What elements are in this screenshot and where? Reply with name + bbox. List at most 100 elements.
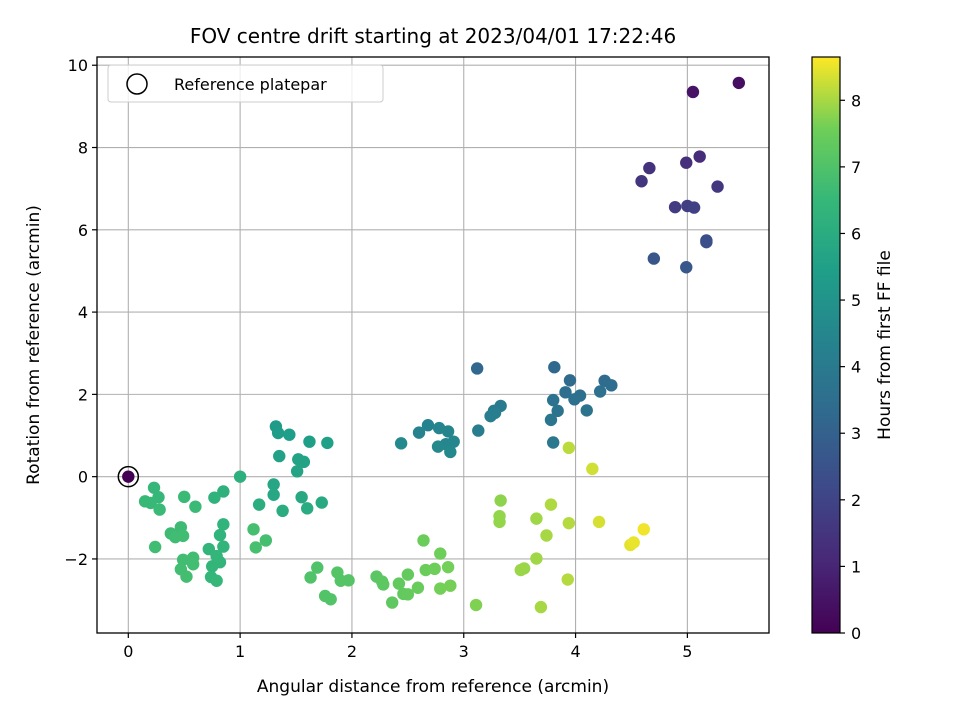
data-point <box>169 530 182 544</box>
data-point <box>563 374 577 387</box>
data-point <box>668 200 682 214</box>
data-point <box>385 596 399 609</box>
colorbar-tick-label: 8 <box>851 91 861 110</box>
data-point <box>303 435 316 448</box>
data-point <box>544 413 558 427</box>
data-point <box>494 494 507 507</box>
data-point <box>488 406 502 420</box>
data-point <box>732 76 746 90</box>
data-point <box>635 175 648 188</box>
data-point <box>493 515 506 529</box>
data-point <box>428 562 441 576</box>
data-point <box>517 562 531 575</box>
data-point <box>148 540 162 554</box>
data-point <box>401 568 415 581</box>
data-point <box>283 428 296 441</box>
data-point <box>178 490 191 504</box>
y-axis-label: Rotation from reference (arcmin) <box>24 205 44 485</box>
data-point <box>580 404 593 417</box>
data-point <box>247 523 260 536</box>
data-point <box>561 573 574 586</box>
data-point <box>530 512 543 525</box>
data-point <box>544 498 558 511</box>
data-point <box>687 201 701 214</box>
data-point <box>252 498 266 511</box>
legend-box <box>107 64 384 103</box>
data-point <box>411 581 425 594</box>
data-point <box>259 534 273 547</box>
data-point <box>208 491 221 504</box>
data-point <box>434 547 447 560</box>
data-point <box>180 570 193 583</box>
data-point <box>301 502 314 515</box>
chart-title: FOV centre drift starting at 2023/04/01 … <box>190 24 676 48</box>
data-point <box>434 582 447 595</box>
data-point <box>153 503 166 516</box>
data-point <box>233 470 247 483</box>
data-point <box>304 571 317 584</box>
data-point <box>686 85 700 99</box>
x-axis-label: Angular distance from reference (arcmin) <box>257 677 609 697</box>
data-point <box>711 180 724 193</box>
data-point <box>297 455 311 469</box>
data-point <box>186 558 200 571</box>
data-point <box>273 449 286 463</box>
colorbar-tick-label: 4 <box>851 358 861 377</box>
data-point <box>147 481 161 494</box>
x-tick-label: 3 <box>459 642 469 661</box>
data-point <box>586 462 599 476</box>
data-point <box>342 574 355 587</box>
plot-area: 0 1 2 3 4 5 −2 0 2 4 6 8 10 <box>64 56 770 661</box>
y-tick-label: −2 <box>64 550 88 569</box>
data-point <box>271 426 285 440</box>
data-point <box>311 561 324 574</box>
data-point <box>210 549 223 563</box>
data-point <box>421 419 435 432</box>
data-point <box>267 478 280 491</box>
data-point <box>680 156 693 169</box>
data-point <box>431 440 445 453</box>
x-tick-label: 0 <box>123 642 133 661</box>
data-point <box>122 470 135 483</box>
data-point <box>144 496 157 510</box>
legend-label-reference: Reference platepar <box>174 75 327 94</box>
data-point <box>205 560 219 573</box>
data-point <box>470 362 484 375</box>
x-tick-label: 5 <box>682 642 692 661</box>
data-point <box>540 529 553 542</box>
data-point <box>534 600 548 614</box>
data-point <box>213 528 227 542</box>
data-point <box>217 518 230 531</box>
data-point <box>551 404 564 418</box>
data-point <box>627 536 640 549</box>
data-point <box>647 252 661 265</box>
x-tick-label: 1 <box>235 642 245 661</box>
data-point <box>217 485 230 498</box>
data-point <box>700 235 713 249</box>
colorbar-tick-label: 6 <box>851 224 861 243</box>
data-point <box>217 540 230 553</box>
data-point <box>546 393 560 407</box>
y-tick-label: 8 <box>78 139 88 158</box>
data-point <box>315 496 328 509</box>
data-point <box>444 579 457 592</box>
data-point <box>637 523 650 536</box>
x-tick-label: 4 <box>570 642 580 661</box>
colorbar-tick-label: 1 <box>851 557 861 576</box>
data-point <box>412 426 426 439</box>
y-tick-label: 0 <box>78 468 88 487</box>
y-axis-ticks: −2 0 2 4 6 8 10 <box>64 56 97 569</box>
data-point <box>568 393 581 406</box>
data-point <box>441 560 455 574</box>
data-point <box>643 161 656 175</box>
colorbar-tick-label: 5 <box>851 291 861 310</box>
x-tick-label: 2 <box>347 642 357 661</box>
legend: Reference platepar <box>107 64 384 103</box>
colorbar-ticks: 0 1 2 3 4 5 6 7 8 <box>840 91 861 643</box>
colorbar-tick-label: 3 <box>851 424 861 443</box>
data-point <box>559 386 572 399</box>
data-point <box>377 578 390 591</box>
data-point <box>562 441 576 455</box>
data-point <box>210 574 223 587</box>
